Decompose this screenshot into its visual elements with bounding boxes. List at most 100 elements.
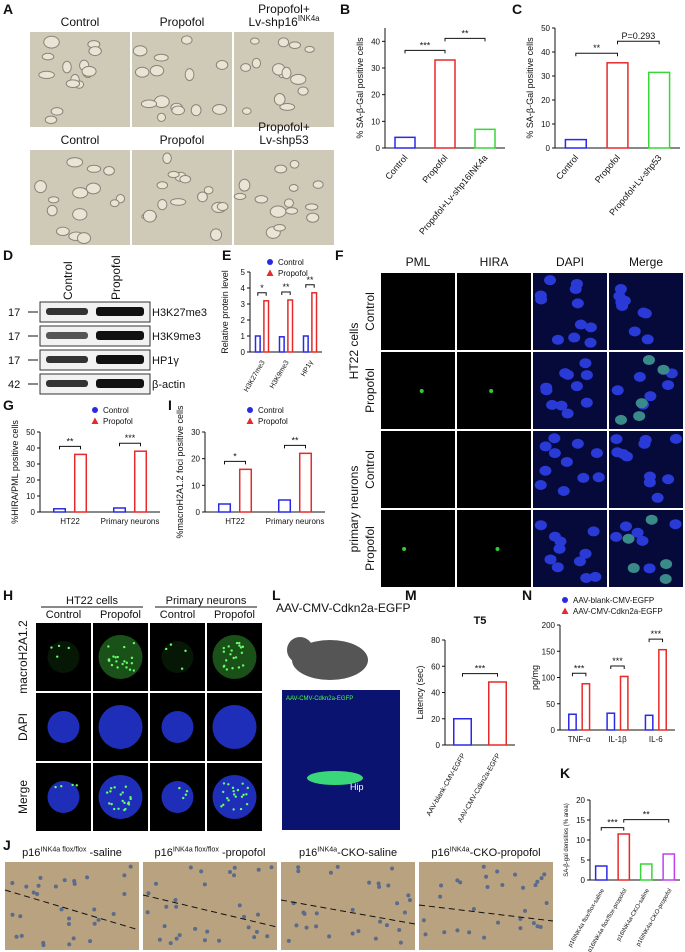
row-label: Merge [16, 780, 30, 814]
cell [281, 66, 292, 80]
focus [169, 643, 173, 646]
focus [124, 807, 127, 811]
band-label: HP1γ [152, 355, 179, 367]
nucleus [98, 705, 143, 749]
micrograph [234, 150, 334, 245]
legend-marker [562, 597, 568, 603]
lane-label: Control [61, 261, 75, 300]
cell [250, 37, 260, 45]
nucleus [539, 465, 552, 476]
image-label-sup: INK4a flox/flox [40, 846, 86, 854]
cell [306, 212, 320, 223]
nucleus [645, 514, 658, 525]
focus [222, 650, 226, 653]
focus [126, 802, 130, 805]
focus [223, 664, 226, 668]
cell [398, 940, 403, 945]
cell [44, 115, 58, 125]
focus [105, 791, 109, 794]
bar [648, 71, 671, 149]
row-label: DAPI [16, 713, 30, 741]
cell [458, 880, 463, 885]
focus [119, 793, 122, 796]
nucleus [560, 456, 573, 467]
nucleus [669, 433, 682, 444]
y-tick-label: 30 [371, 64, 380, 73]
y-tick-label: 60 [431, 662, 440, 671]
focus [241, 664, 245, 667]
y-tick-label: 30 [191, 428, 200, 437]
cell [273, 223, 286, 232]
cell [242, 914, 247, 919]
significance-label: * [260, 283, 264, 293]
y-tick-label: 0 [196, 508, 201, 517]
nucleus [659, 574, 672, 585]
significance-bracket [257, 292, 267, 296]
legend-label: Control [258, 406, 284, 415]
focus [238, 641, 241, 645]
nucleus [559, 368, 572, 379]
group-label: HT22 cells [347, 323, 361, 380]
cell [153, 95, 170, 109]
image-label-rest: -CKO-propofol [470, 847, 541, 859]
mw-label: 17 [8, 355, 20, 367]
cell [92, 921, 97, 926]
focus [116, 655, 120, 659]
focus [241, 782, 244, 785]
cell [485, 885, 490, 890]
cell [43, 35, 60, 49]
nucleus [669, 519, 682, 530]
x-tick-label: HT22 [225, 517, 245, 526]
cell [277, 37, 290, 48]
cell [269, 865, 274, 870]
row-label: Propofol [363, 526, 377, 571]
significance-label: *** [607, 818, 618, 828]
band [46, 332, 88, 339]
significance-label: P=0.293 [621, 31, 655, 41]
nucleus [551, 334, 564, 345]
cell [423, 932, 428, 937]
cell [146, 891, 151, 896]
band [46, 380, 88, 387]
panel-letter: J [3, 837, 11, 853]
cell [254, 929, 259, 934]
legend-label: Propofol [278, 269, 308, 278]
micrograph [457, 510, 531, 587]
y-axis-label: %macroH2A1.2 foci positive cells [175, 405, 185, 539]
nucleus [569, 284, 582, 295]
boundary [4, 889, 140, 931]
bar [594, 865, 608, 881]
cell [481, 864, 486, 869]
cell [406, 893, 411, 898]
image-label-sup: INK4a flox/flox [173, 846, 219, 854]
cell [539, 876, 544, 881]
bar [394, 136, 416, 149]
cell [179, 174, 192, 184]
focus [240, 795, 244, 799]
cell [41, 52, 55, 61]
cell [46, 204, 58, 217]
legend-marker [266, 269, 274, 276]
y-tick-label: 30 [26, 460, 35, 469]
image-label: Propofol+ [258, 2, 310, 16]
micrograph [30, 32, 130, 127]
micrograph [381, 431, 455, 508]
x-tick-label: Propofol [420, 153, 449, 185]
nucleus [580, 572, 593, 583]
micrograph [457, 352, 531, 429]
cell [395, 901, 400, 906]
chart-title: T5 [474, 615, 487, 627]
nucleus [622, 533, 635, 544]
cell [252, 935, 257, 940]
cell [173, 898, 178, 903]
cell [171, 105, 186, 116]
cell [197, 191, 208, 203]
significance-label: ** [461, 28, 469, 38]
band [96, 331, 144, 340]
significance-label: *** [420, 40, 431, 50]
cell [31, 890, 36, 895]
focus [245, 793, 248, 796]
focus [121, 799, 124, 803]
nucleus [633, 411, 646, 422]
